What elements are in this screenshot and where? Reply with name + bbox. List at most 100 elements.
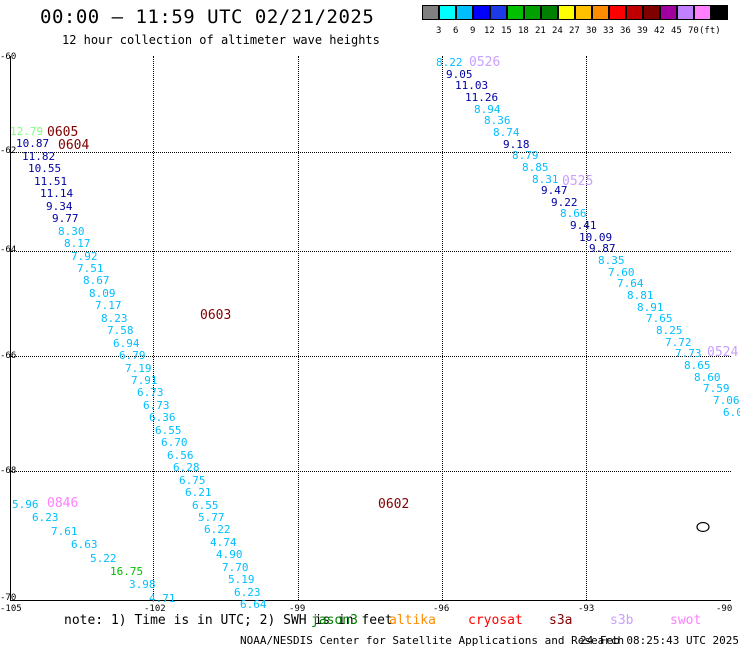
colorbar-label: 36 <box>620 26 631 36</box>
wave-height-value: 8.09 <box>89 287 116 300</box>
wave-height-value: 8.85 <box>522 161 549 174</box>
pass-label: 0526 <box>469 55 501 70</box>
lat-label: -62 <box>0 146 17 156</box>
wave-height-value: 8.66 <box>560 207 587 220</box>
wave-height-value: 5.77 <box>198 511 225 524</box>
wave-height-value: 7.60 <box>608 266 635 279</box>
wave-height-value: 8.23 <box>101 312 128 325</box>
lat-label: -66 <box>0 351 17 361</box>
wave-height-value: 7.72 <box>665 336 692 349</box>
colorbar-swatch <box>575 5 592 20</box>
lat-label: -70 <box>0 593 17 603</box>
wave-height-value: 6.23 <box>234 586 261 599</box>
wave-height-value: 6.21 <box>185 486 212 499</box>
wave-height-value: 7.06 <box>713 394 740 407</box>
lon-label: -99 <box>289 604 306 614</box>
wave-height-value: 8.60 <box>694 371 721 384</box>
lat-label: -60 <box>0 52 17 62</box>
pass-label: 0604 <box>58 138 90 153</box>
colorbar-swatch <box>660 5 677 20</box>
colorbar-swatch <box>473 5 490 20</box>
lon-label: -96 <box>433 604 450 614</box>
satellite-legend-s3a: s3a <box>549 613 573 628</box>
wave-height-value: 7.17 <box>95 299 122 312</box>
wave-height-value: 7.61 <box>51 525 78 538</box>
wave-height-value: 6.23 <box>32 511 59 524</box>
lat-gridline <box>11 471 731 472</box>
colorbar-label: 45 <box>671 26 682 36</box>
wave-height-value: 6.36 <box>149 411 176 424</box>
lat-gridline <box>11 356 731 357</box>
lat-gridline <box>11 251 731 252</box>
satellite-legend-s3b: s3b <box>610 613 634 628</box>
wave-height-value: 8.94 <box>474 103 501 116</box>
colorbar-swatch <box>592 5 609 20</box>
wave-height-value: 8.36 <box>484 114 511 127</box>
wave-height-value: 11.03 <box>455 79 489 92</box>
colorbar-label: 6 <box>453 26 459 36</box>
wave-height-value: 6.63 <box>71 538 98 551</box>
colorbar-label: 30 <box>586 26 597 36</box>
map-title: 00:00 — 11:59 UTC 02/21/2025 <box>40 6 375 28</box>
wave-height-value: 9.47 <box>541 184 568 197</box>
wave-height-value: 4.90 <box>216 548 243 561</box>
wave-height-value: 7.19 <box>125 362 152 375</box>
satellite-legend-altika: altika <box>389 613 436 628</box>
wave-height-value: 6.73 <box>143 399 170 412</box>
colorbar-swatch <box>626 5 643 20</box>
wave-height-value: 5.19 <box>228 573 255 586</box>
colorbar-swatch <box>507 5 524 20</box>
footer-credit: NOAA/NESDIS Center for Satellite Applica… <box>240 634 625 647</box>
colorbar-label: 24 <box>552 26 563 36</box>
wave-height-value: 11.82 <box>22 150 56 163</box>
wave-height-value: 10.87 <box>16 137 50 150</box>
colorbar-label: 70 <box>688 26 699 36</box>
lat-label: -68 <box>0 466 17 476</box>
lat-gridline <box>11 152 731 153</box>
wave-height-value: 6.22 <box>204 523 231 536</box>
wave-height-value: 8.67 <box>83 274 110 287</box>
wave-height-value: 9.22 <box>551 196 578 209</box>
wave-height-value: 9.77 <box>52 212 79 225</box>
pass-label: 0603 <box>200 308 232 323</box>
wave-height-value: 4.71 <box>149 592 176 605</box>
pass-label: 0525 <box>562 174 594 189</box>
wave-height-value: 10.55 <box>28 162 62 175</box>
wave-height-value: 6.28 <box>173 461 200 474</box>
lon-gridline <box>442 56 443 600</box>
wave-height-value: 11.14 <box>40 187 74 200</box>
wave-height-value: 6.94 <box>113 337 140 350</box>
pass-label: 0605 <box>47 125 79 140</box>
wave-height-value: 8.79 <box>512 149 539 162</box>
wave-height-value: 8.31 <box>532 173 559 186</box>
wave-height-value: 8.91 <box>637 301 664 314</box>
colorbar-swatch <box>558 5 575 20</box>
wave-height-value: 9.18 <box>503 138 530 151</box>
colorbar-swatch <box>609 5 626 20</box>
colorbar-swatch <box>643 5 660 20</box>
wave-height-value: 7.92 <box>71 250 98 263</box>
lon-label: -105 <box>0 604 22 614</box>
colorbar-swatch <box>422 5 439 20</box>
wave-height-value: 16.75 <box>110 565 144 578</box>
satellite-legend-cryosat: cryosat <box>468 613 523 628</box>
wave-height-value: 7.73 <box>675 347 702 360</box>
colorbar-label: 42 <box>654 26 665 36</box>
colorbar-swatch <box>490 5 507 20</box>
wave-height-value: 12.79 <box>10 125 44 138</box>
footer-note: note: 1) Time is in UTC; 2) SWH is in fe… <box>64 613 393 628</box>
colorbar-label: 12 <box>484 26 495 36</box>
wave-height-value: 6.64 <box>240 598 267 611</box>
satellite-legend-swot: swot <box>670 613 702 628</box>
wave-height-value: 6.73 <box>137 386 164 399</box>
island-outline <box>696 521 710 533</box>
wave-height-value: 7.51 <box>77 262 104 275</box>
colorbar-label: 21 <box>535 26 546 36</box>
lon-gridline <box>153 56 154 600</box>
wave-height-value: 11.51 <box>34 175 68 188</box>
lon-gridline <box>298 56 299 600</box>
wave-height-value: 7.58 <box>107 324 134 337</box>
colorbar-swatch <box>524 5 541 20</box>
wave-height-value: 7.65 <box>646 312 673 325</box>
colorbar-swatch <box>439 5 456 20</box>
